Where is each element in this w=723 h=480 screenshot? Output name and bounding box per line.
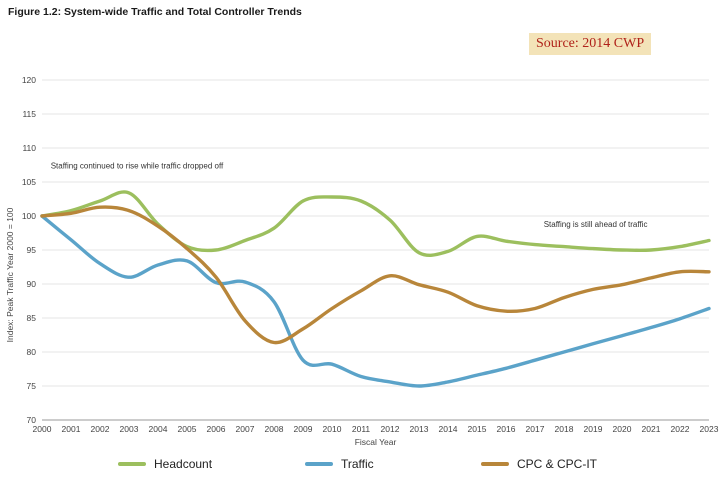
x-tick-label: 2020 — [613, 424, 632, 434]
axis-ticks: 70 75 80 85 90 95 100 105 110 115 120 2000 2001 2002 2… — [22, 75, 719, 434]
x-tick-label: 2011 — [352, 424, 371, 434]
y-tick-label: 105 — [22, 177, 36, 187]
grid-lines — [42, 79, 709, 421]
series-line-cpc-cpc-it — [40, 205, 711, 345]
x-tick-label: 2004 — [149, 424, 168, 434]
legend-label: Traffic — [341, 457, 374, 471]
x-tick-label: 2021 — [642, 424, 661, 434]
legend-label: CPC & CPC-IT — [517, 457, 598, 471]
x-tick-label: 2019 — [584, 424, 603, 434]
x-tick-label: 2008 — [265, 424, 284, 434]
annotation-text: Staffing is still ahead of traffic — [544, 220, 648, 229]
series-line-headcount — [40, 190, 711, 257]
x-tick-label: 2017 — [526, 424, 545, 434]
figure-title: Figure 1.2: System-wide Traffic and Tota… — [8, 6, 302, 18]
x-tick-label: 2006 — [207, 424, 226, 434]
y-tick-label: 80 — [27, 347, 37, 357]
x-tick-label: 2012 — [381, 424, 400, 434]
y-tick-label: 70 — [27, 415, 37, 425]
y-tick-label: 90 — [27, 279, 37, 289]
x-tick-label: 2007 — [236, 424, 255, 434]
series-lines — [40, 190, 711, 388]
y-axis-title: Index: Peak Traffic Year 2000 = 100 — [5, 207, 15, 342]
series-line-traffic — [40, 214, 711, 388]
annotation-text: Staffing continued to rise while traffic… — [51, 161, 224, 170]
x-axis-title: Fiscal Year — [355, 437, 397, 447]
x-tick-label: 2016 — [497, 424, 516, 434]
y-tick-label: 110 — [22, 143, 36, 153]
y-tick-label: 85 — [27, 313, 37, 323]
x-tick-label: 2009 — [294, 424, 313, 434]
legend: Headcount Traffic CPC & CPC-IT — [118, 457, 598, 471]
y-tick-label: 115 — [22, 109, 36, 119]
x-tick-label: 2005 — [178, 424, 197, 434]
y-tick-label: 100 — [22, 211, 36, 221]
legend-label: Headcount — [154, 457, 213, 471]
source-badge: Source: 2014 CWP — [529, 33, 652, 55]
y-tick-label: 95 — [27, 245, 37, 255]
x-tick-label: 2015 — [468, 424, 487, 434]
x-tick-label: 2023 — [700, 424, 719, 434]
y-tick-label: 75 — [27, 381, 37, 391]
x-tick-label: 2001 — [62, 424, 81, 434]
x-tick-label: 2013 — [410, 424, 429, 434]
annotations: Staffing continued to rise while traffic… — [51, 161, 648, 228]
x-tick-label: 2018 — [555, 424, 574, 434]
x-tick-label: 2022 — [671, 424, 690, 434]
x-tick-label: 2000 — [33, 424, 52, 434]
x-tick-label: 2002 — [91, 424, 110, 434]
y-tick-label: 120 — [22, 75, 36, 85]
x-tick-label: 2010 — [323, 424, 342, 434]
x-tick-label: 2003 — [120, 424, 139, 434]
x-tick-label: 2014 — [439, 424, 458, 434]
